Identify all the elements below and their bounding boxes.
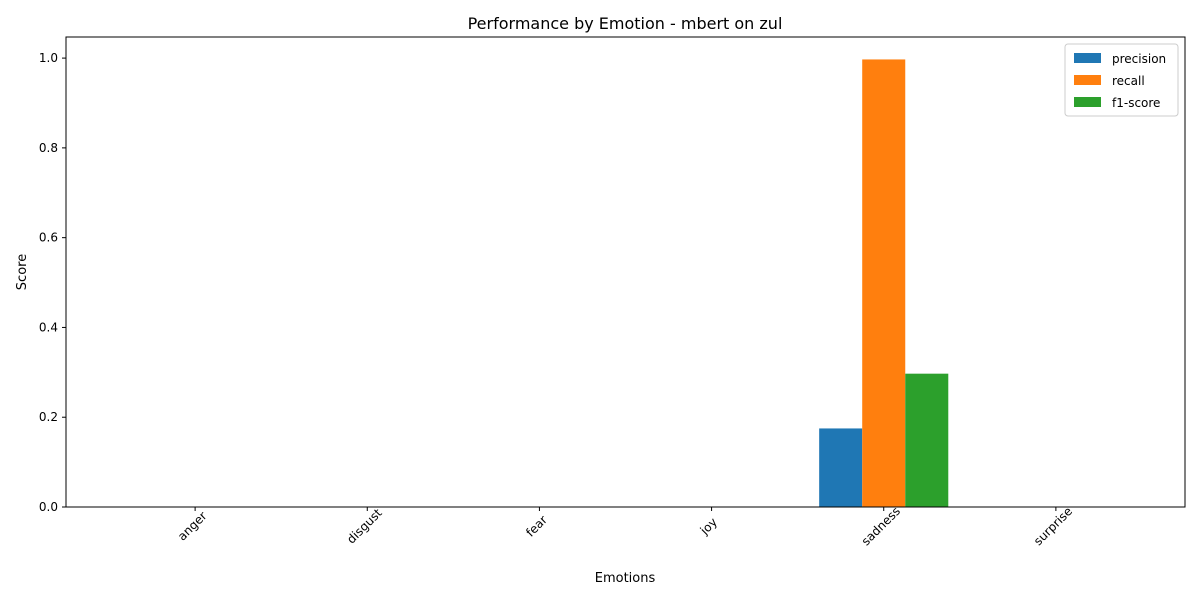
- legend-swatch-precision: [1074, 53, 1101, 63]
- y-tick-label: 1.0: [39, 51, 58, 65]
- y-tick-label: 0.2: [39, 410, 58, 424]
- legend-swatch-f1-score: [1074, 97, 1101, 107]
- bar-f1-score-sadness: [905, 373, 949, 507]
- y-tick-label: 0.0: [39, 500, 58, 514]
- legend: precision recall f1-score: [1064, 43, 1179, 117]
- legend-label-recall: recall: [1112, 74, 1145, 88]
- legend-label-f1-score: f1-score: [1112, 96, 1160, 110]
- y-axis-label: Score: [15, 254, 30, 290]
- plot-frame: [65, 36, 1186, 508]
- chart-title: Performance by Emotion - mbert on zul: [468, 14, 783, 33]
- legend-label-precision: precision: [1112, 52, 1166, 66]
- y-tick-label: 0.4: [39, 320, 58, 334]
- x-axis-label: Emotions: [595, 571, 656, 586]
- y-tick-label: 0.6: [39, 231, 58, 245]
- bar-precision-sadness: [819, 428, 863, 507]
- legend-swatch-recall: [1074, 75, 1101, 85]
- y-tick-label: 0.8: [39, 141, 58, 155]
- bar-recall-sadness: [862, 59, 906, 508]
